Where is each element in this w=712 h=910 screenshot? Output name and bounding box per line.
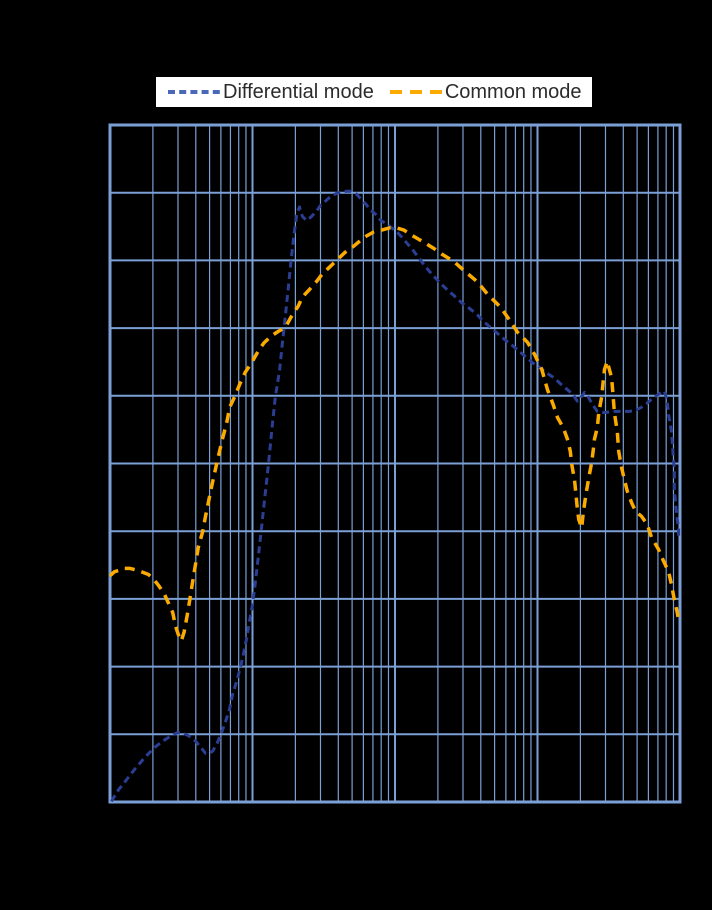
dashed-line-common-icon [389,90,442,94]
dashed-line-differential-icon [168,90,220,94]
legend-label-common-mode: Common mode [444,81,582,103]
legend-item-differential-mode: Differential mode [168,77,374,107]
legend-item-common-mode: Common mode [389,77,582,107]
plot-area [108,123,682,804]
legend-label-differential-mode: Differential mode [223,81,374,103]
chart-legend: Differential mode Common mode [156,77,592,107]
